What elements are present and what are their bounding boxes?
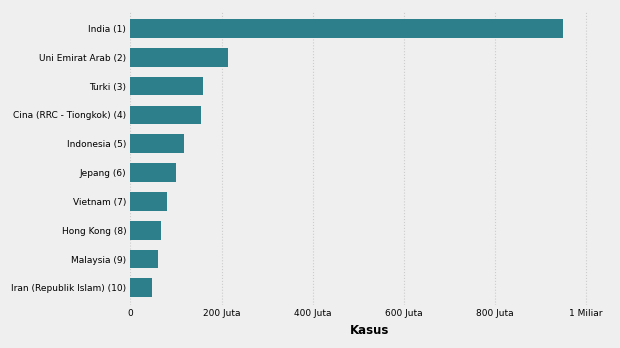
Bar [130, 278, 153, 297]
X-axis label: Kasus: Kasus [350, 324, 389, 337]
Bar [130, 105, 201, 124]
Bar [130, 48, 228, 66]
Bar [130, 163, 176, 182]
Bar [130, 221, 161, 239]
Bar [130, 192, 167, 211]
Bar [130, 77, 203, 95]
Bar [130, 19, 564, 38]
Bar [130, 134, 184, 153]
Bar [130, 250, 157, 268]
